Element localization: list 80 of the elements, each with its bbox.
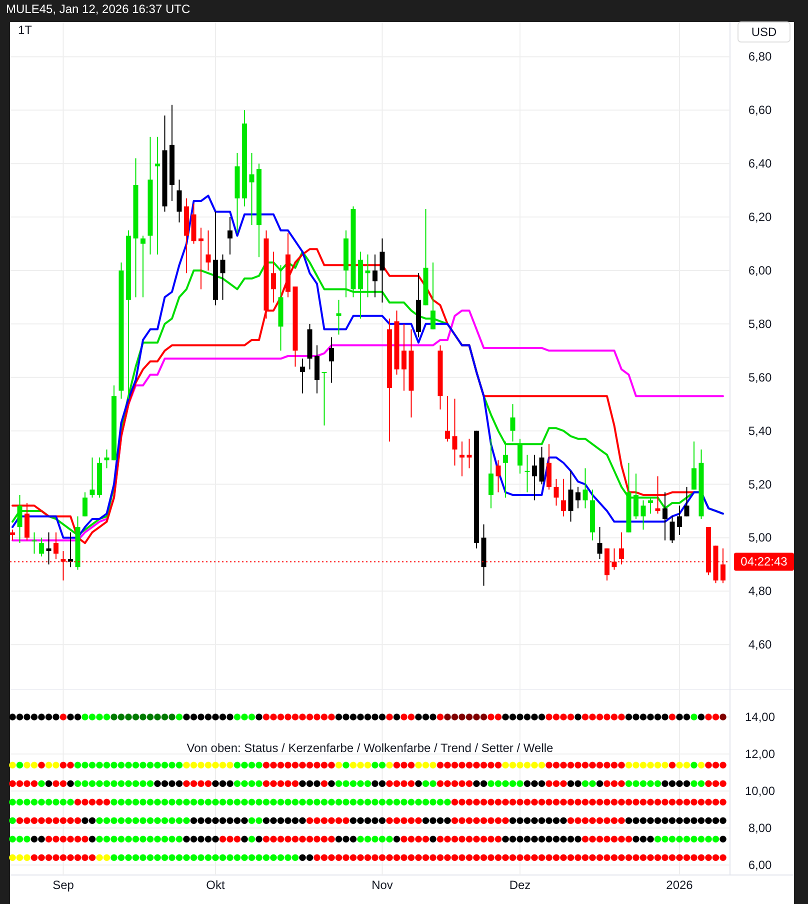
y-tick-label: 5,40	[748, 424, 772, 438]
candlestick	[155, 136, 160, 255]
candlestick	[532, 454, 537, 501]
candlestick	[677, 505, 682, 536]
text: Von oben: Status / Kerzenfarbe / Wolkenfarbe / Trend / Setter / Welle	[186, 741, 554, 755]
y-tick-label: 6,00	[748, 263, 772, 278]
chart-title: 1T	[18, 23, 33, 37]
y-tick-label: 12,00	[744, 747, 776, 762]
candlestick	[460, 441, 464, 477]
candlestick	[582, 468, 588, 509]
candlestick	[46, 532, 52, 565]
candlestick	[336, 299, 342, 336]
candlestick	[249, 152, 254, 226]
y-tick-label: 5,80	[748, 316, 772, 331]
y-axis-title: USD	[751, 25, 777, 39]
candlestick	[104, 449, 110, 469]
candlestick	[466, 438, 472, 469]
text: 04:22:43	[740, 554, 788, 569]
candlestick	[329, 336, 334, 384]
candlestick	[648, 497, 653, 514]
x-tick-label: Nov	[372, 878, 393, 892]
candlestick	[430, 262, 436, 330]
candlestick	[510, 404, 516, 442]
candlestick	[90, 457, 95, 498]
y-tick-label: 14,00	[744, 710, 776, 724]
candlestick	[271, 251, 276, 304]
candlestick	[322, 372, 327, 426]
candlestick	[488, 438, 494, 509]
candlestick	[524, 454, 530, 493]
candlestick	[670, 516, 675, 544]
x-tick-label: Sep	[52, 878, 74, 892]
candlestick	[220, 254, 226, 300]
candlestick	[576, 486, 580, 509]
candlestick	[634, 473, 638, 520]
candlestick	[684, 486, 690, 517]
x-tick-label: Dez	[509, 878, 531, 892]
candlestick	[365, 254, 370, 298]
candlestick	[228, 216, 232, 255]
candlestick	[372, 254, 378, 298]
candlestick	[206, 230, 211, 271]
candlestick	[445, 396, 450, 442]
candlestick	[380, 238, 385, 304]
candlestick	[655, 476, 660, 514]
candlestick	[300, 358, 305, 394]
text: MULE45, Jan 12, 2026 16:37 UTC	[6, 2, 190, 16]
y-tick-label: 6,20	[748, 210, 772, 224]
y-tick-label: 5,00	[748, 530, 772, 545]
y-tick-label: 6,00	[748, 858, 772, 872]
y-tick-label: 5,60	[748, 370, 772, 384]
y-tick-label: 6,40	[748, 156, 772, 171]
candlestick	[39, 537, 44, 557]
candlestick	[597, 526, 602, 560]
candlestick	[568, 470, 574, 522]
y-tick-label: 6,80	[748, 50, 772, 64]
y-tick-label: 4,80	[748, 584, 772, 598]
candlestick	[640, 500, 646, 530]
y-tick-label: 4,60	[748, 638, 772, 652]
candlestick	[662, 492, 668, 541]
line-series	[12, 194, 724, 539]
y-tick-label: 6,60	[748, 103, 772, 118]
candlestick	[452, 398, 458, 466]
candlestick	[496, 460, 501, 493]
candlestick	[554, 478, 559, 506]
candlestick	[692, 441, 696, 490]
candlestick	[54, 532, 58, 560]
candlestick	[140, 235, 146, 298]
x-tick-label: 2026	[666, 878, 694, 892]
candlestick	[176, 179, 182, 223]
candlestick	[198, 227, 204, 290]
x-tick-label: Okt	[206, 878, 226, 892]
candlestick	[561, 478, 566, 517]
candlestick	[10, 529, 15, 541]
y-tick-label: 5,20	[748, 477, 772, 492]
candlestick	[518, 438, 522, 474]
y-tick-label: 10,00	[744, 784, 776, 798]
candlestick	[402, 323, 406, 392]
candlestick	[503, 441, 508, 498]
y-tick-label: 8,00	[748, 821, 772, 836]
candlestick	[82, 492, 88, 517]
candlestick	[32, 532, 37, 554]
